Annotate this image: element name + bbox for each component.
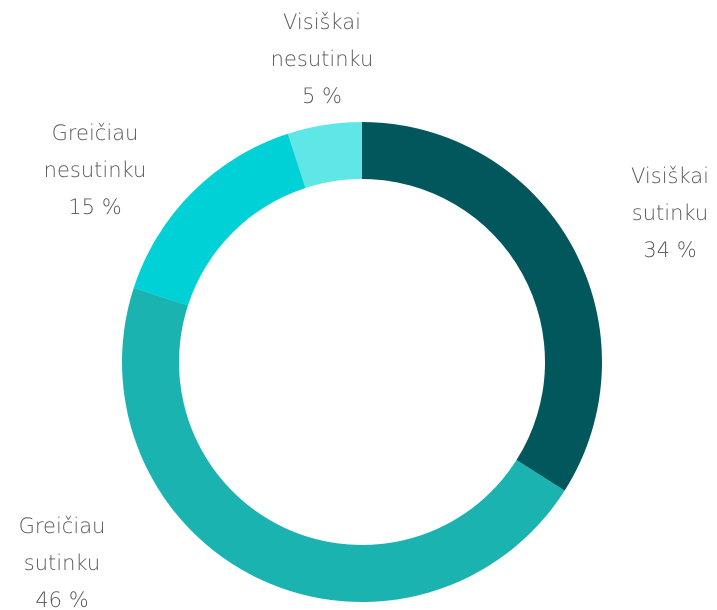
- category-label: Visiškai nesutinku: [270, 10, 374, 71]
- value-label: 46 %: [35, 588, 89, 610]
- category-label: Greičiau nesutinku: [43, 121, 147, 182]
- donut-slice: [287, 122, 362, 188]
- category-label: Greičiau sutinku: [18, 514, 106, 575]
- value-label: 5 %: [302, 84, 342, 108]
- donut-slice: [121, 287, 565, 602]
- value-label: 15 %: [68, 195, 122, 219]
- donut-slice: [133, 133, 306, 306]
- slice-label: Visiškai sutinku 34 %: [605, 158, 717, 269]
- slice-label: Visiškai nesutinku 5 %: [257, 4, 387, 115]
- donut-slice: [362, 122, 602, 491]
- value-label: 34 %: [643, 238, 697, 262]
- category-label: Visiškai sutinku: [631, 164, 709, 225]
- slice-label: Greičiau nesutinku 15 %: [30, 115, 160, 226]
- slice-label: Greičiau sutinku 46 %: [0, 508, 127, 610]
